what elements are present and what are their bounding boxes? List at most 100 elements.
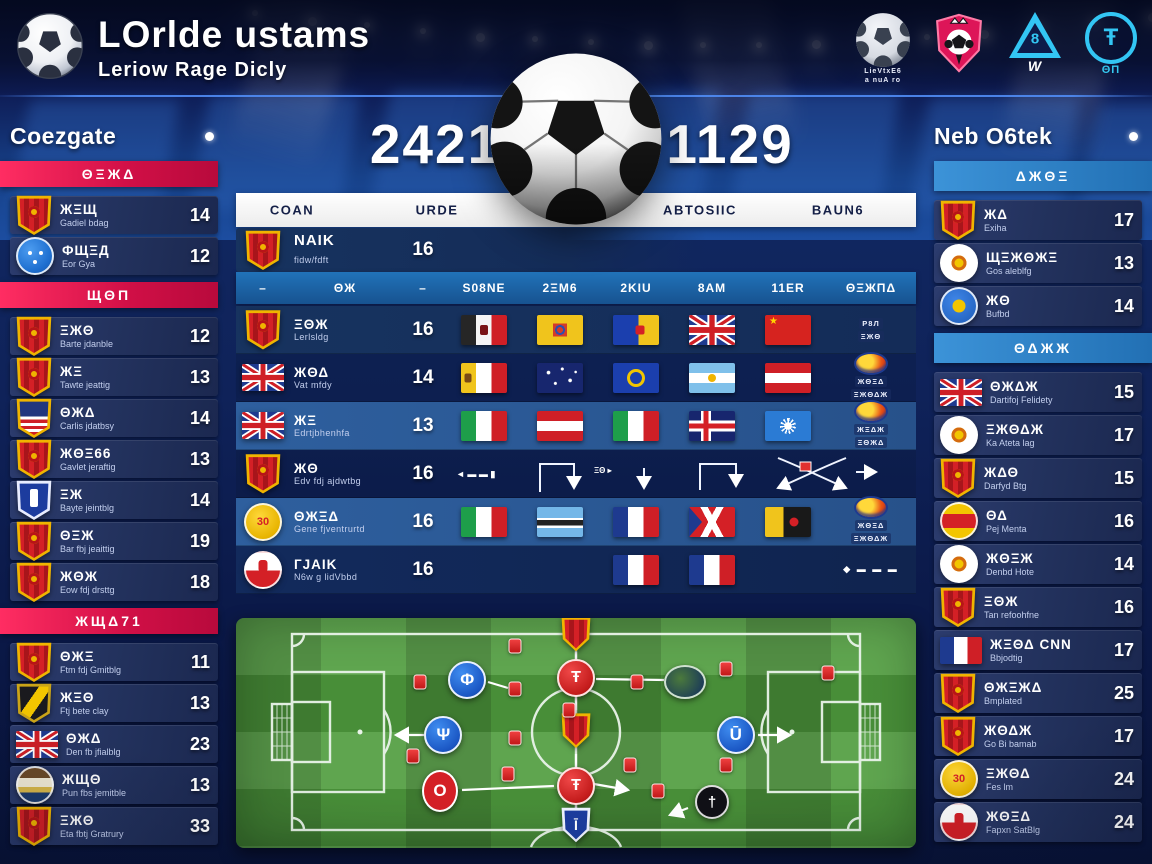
team-row[interactable]: ΞЖΘΔЖ Ka Ateta lag 17	[934, 415, 1142, 455]
team-row[interactable]: ЖΞ Tawte jeattig 13	[10, 357, 218, 397]
sidebar-left: Coezgate ΘΞЖΔ ЖΞЩ Gadiel bdag 14 ФЩΞД Eor Gya…	[0, 118, 218, 848]
team-row[interactable]: ЖЩΘ Pun fbs jemitble 13	[10, 766, 218, 804]
pitch-badge-round-blue-icon[interactable]: Φ	[448, 661, 487, 700]
end-label: Р8Л	[859, 317, 883, 329]
player-dot-icon[interactable]	[562, 702, 576, 718]
pitch-badge-round-red-icon[interactable]: Ŧ	[557, 766, 595, 805]
team-row[interactable]: ΘΔ Pej Menta 16	[934, 501, 1142, 541]
player-dot-icon[interactable]	[719, 757, 733, 773]
team-row[interactable]: ЖΞΘ Ftj bete clay 13	[10, 683, 218, 723]
team-sub: Pun fbs jemitble	[62, 787, 127, 798]
team-row[interactable]: ΞΘЖ Tan refoohfne 16	[934, 587, 1142, 627]
team-row[interactable]: ΞЖΘ Barte jdanble 12	[10, 316, 218, 356]
team-name: ЖΞ	[60, 364, 83, 380]
team-row[interactable]: ΘЖΞЖΔ Bmplated 25	[934, 673, 1142, 713]
player-dot-icon[interactable]	[501, 766, 515, 782]
team-name: ΞЖΘΔ	[986, 766, 1031, 782]
indicator-dot-icon[interactable]	[205, 131, 214, 141]
team-row[interactable]: ΘЖΞ Ftm fdj Gmitblg 11	[10, 642, 218, 682]
pitch-badge-oval-red-icon[interactable]: O	[422, 769, 458, 812]
team-value: 12	[189, 325, 210, 346]
team-row[interactable]: ЖΘΞЖ Denbd Hote 14	[934, 544, 1142, 584]
partner-logo-globe[interactable]: LieVtxE6 a nuA ro	[852, 12, 914, 86]
player-dot-icon[interactable]	[623, 757, 637, 773]
team-row[interactable]: ЖΔ Exiha 17	[934, 200, 1142, 240]
partner-logo-round[interactable]: Ŧ ΘΠ	[1080, 12, 1142, 78]
pitch-badge-shield-blue-icon[interactable]: Ī	[561, 807, 591, 843]
player-dot-icon[interactable]	[821, 665, 835, 681]
table-row-meta: ΘЖΞΔ Gene fjventrurtd	[290, 509, 400, 535]
team-row[interactable]: ΘЖΔ Den fb jfialblg 23	[10, 725, 218, 763]
team-row[interactable]: ЖΘΔЖ Go Bi bamab 17	[934, 716, 1142, 756]
team-value: 15	[1113, 467, 1134, 488]
player-dot-icon[interactable]	[508, 681, 522, 697]
team-value: 13	[189, 774, 210, 795]
pitch-badge-round-black-icon[interactable]: †	[695, 785, 729, 819]
team-crest-shield-icon	[16, 357, 52, 397]
flag-cell	[598, 314, 674, 345]
player-dot-icon[interactable]	[406, 748, 420, 764]
pitch-badge-round-blue-icon[interactable]: Ū	[716, 716, 755, 755]
team-row[interactable]: ΞЖ Bayte jeintblg 14	[10, 480, 218, 520]
flag-cell	[674, 314, 750, 345]
partner-logo-crest[interactable]	[928, 12, 990, 74]
row-end-cell: ЖΞΔЖ ΞΘЖΔ	[826, 402, 916, 449]
team-meta: ЖΘΞΔ Fapxn SatBlg	[986, 809, 1040, 835]
team-row[interactable]: ΘЖΔ Carlis jdatbsy 14	[10, 398, 218, 438]
team-value: 23	[189, 733, 210, 754]
flag-bluey-icon	[613, 314, 659, 345]
team-row[interactable]: ЖΞΘΔ CNN Bbjodtig 17	[934, 630, 1142, 670]
team-row[interactable]: ЖΔΘ Darfyd Btg 15	[934, 458, 1142, 498]
team-crest-shield-icon	[940, 716, 976, 756]
team-row[interactable]: ΘЖΔЖ Dartifoj Felidety 15	[934, 372, 1142, 412]
table-row[interactable]: ЖΘ Edv fdj ajdwtbg 16 ◄ ▬ ▬ ▮ ΞΘ ▸	[236, 450, 916, 498]
team-sub: Ka Ateta lag	[986, 437, 1035, 448]
player-dot-icon[interactable]	[719, 661, 733, 677]
team-row[interactable]: ΞЖΘ Eta fbtj Gratrury 33	[10, 806, 218, 846]
team-row[interactable]: ЖΘЖ Eow fdj drsttg 18	[10, 562, 218, 602]
player-dot-icon[interactable]	[630, 674, 644, 690]
flag-cell	[598, 362, 674, 393]
team-row[interactable]: ЖΞЩ Gadiel bdag 14	[10, 195, 218, 235]
featured-team-row[interactable]: NAIK fidw/fdft 16	[236, 228, 916, 272]
team-row[interactable]: ФЩΞД Eor Gya 12	[10, 237, 218, 275]
player-dot-icon[interactable]	[508, 730, 522, 746]
mid-column-header: ΘЖ	[333, 281, 357, 295]
mid-column-header: 11ER	[771, 281, 805, 295]
team-row[interactable]: ЖΘ Bufbd 14	[934, 286, 1142, 326]
player-dot-icon[interactable]	[508, 638, 522, 654]
team-row[interactable]: ЖΘΞΔ Fapxn SatBlg 24	[934, 802, 1142, 842]
team-row[interactable]: ЩΞЖΘЖΞ Gos aleblfg 13	[934, 243, 1142, 283]
player-dot-icon[interactable]	[413, 674, 427, 690]
tactic-arrows-small: ◆ ▬ ▬ ▬	[843, 564, 899, 574]
team-sub: Den fb jfialblg	[66, 746, 121, 757]
table-row-crest	[236, 364, 290, 391]
indicator-dot-icon[interactable]	[1129, 131, 1138, 141]
table-row-meta: ΞΘЖ Lerlsldg	[290, 317, 400, 343]
pitch-badge-oval-dark-icon[interactable]	[663, 665, 706, 700]
flag-france-icon	[613, 506, 659, 537]
flag-cell	[446, 314, 522, 345]
sidebar-right-list: ΔЖΘΞ ЖΔ Exiha 17 ЩΞЖΘЖΞ Gos aleblfg 13 ЖΘ Bufbd 1…	[934, 161, 1152, 842]
pitch-badge-round-blue-icon[interactable]: Ψ	[424, 716, 463, 755]
table-row[interactable]: ГJAIK N6w g lidVbbd 16 ◆ ▬ ▬ ▬	[236, 546, 916, 594]
team-row[interactable]: ЖΘΞ66 Gavlet jeraftig 13	[10, 439, 218, 479]
table-row[interactable]: ЖΞ Edrtjbhenhfa 13 ЖΞΔЖ ΞΘЖΔ	[236, 402, 916, 450]
partner-logo-triangle-caption: W	[1027, 58, 1043, 74]
team-row[interactable]: ΘΞЖ Bar fbj jeaittig 19	[10, 521, 218, 561]
team-crest-france-flag-icon	[940, 636, 982, 664]
pitch-badge-round-red-icon[interactable]: Ŧ	[557, 658, 595, 697]
table-row[interactable]: ЖΘΔ Vat mfdy 14 ЖΘΞΔ ΞЖΘΔЖ	[236, 354, 916, 402]
section-banner: ΘΞЖΔ	[0, 161, 218, 187]
team-name: ЖΘΔ	[294, 364, 330, 380]
player-dot-icon[interactable]	[651, 783, 665, 798]
team-value: 13	[412, 414, 434, 436]
partner-logo-triangle[interactable]: 8 W	[1004, 12, 1066, 76]
pitch-badge-shield-icon[interactable]	[561, 618, 591, 652]
team-crest-circle-yellow-icon	[940, 760, 978, 798]
pitch-badge-shield-icon[interactable]	[561, 713, 591, 749]
